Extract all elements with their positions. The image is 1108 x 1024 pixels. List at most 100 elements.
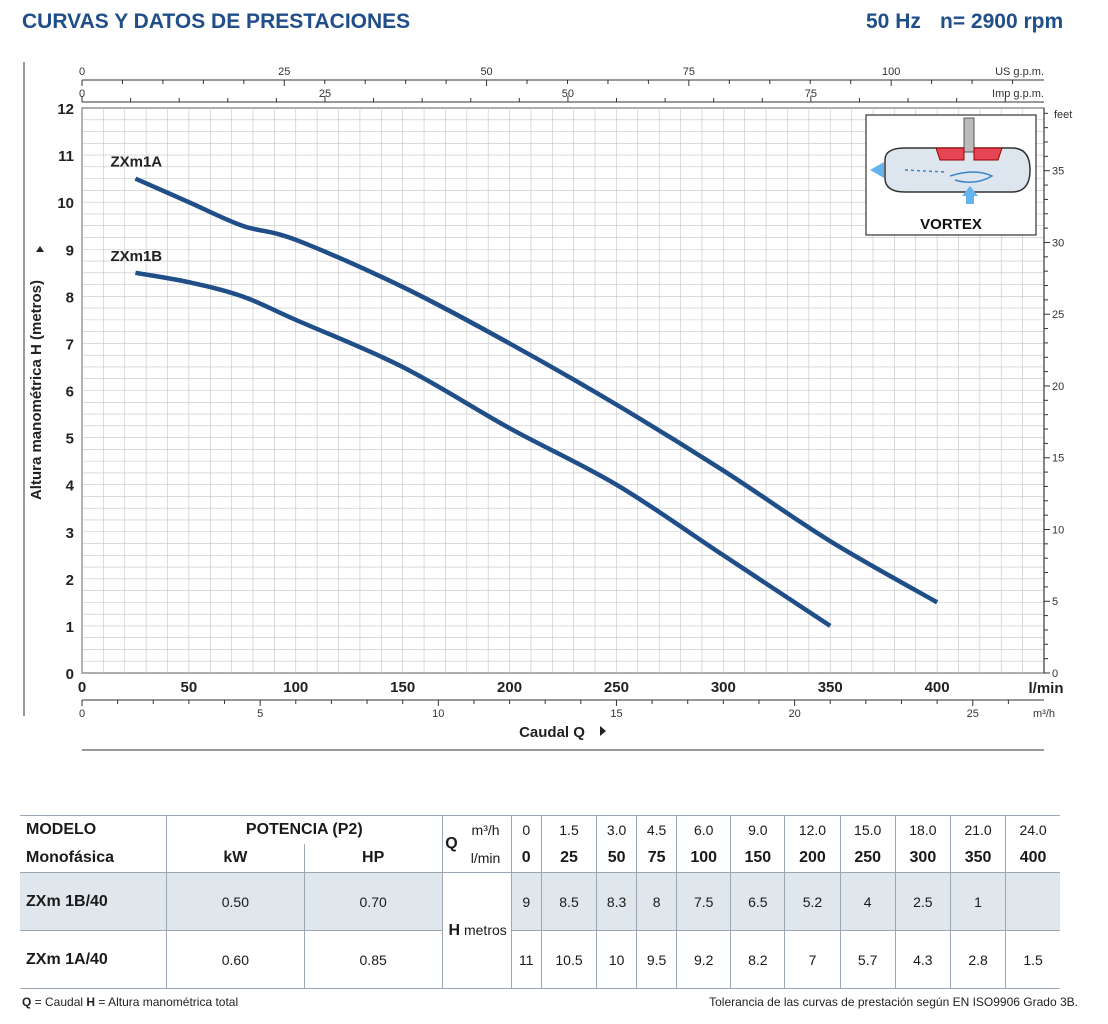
- y-tick-label: 0: [66, 666, 74, 683]
- y-tick-label: 8: [66, 289, 74, 306]
- model-name: ZXm 1A/40: [26, 950, 108, 968]
- us-gpm-unit: US g.p.m.: [995, 66, 1044, 78]
- header-monofasica: Monofásica: [26, 849, 115, 866]
- m3h-tick-label: 5: [257, 708, 263, 720]
- x-tick-label: 0: [78, 679, 86, 696]
- series-label-zxm1a: ZXm1A: [110, 154, 162, 171]
- q-m3h-cell: 6.0: [676, 815, 731, 844]
- footer-h: H: [86, 995, 96, 1009]
- h-cell: 5.7: [839, 930, 896, 989]
- y-arrow-icon: [36, 246, 44, 252]
- performance-table: MODELO POTENCIA (P2) Q m³/h 0 1.5 3.0 4.…: [20, 815, 1060, 989]
- q-m3h-cell: 9.0: [730, 815, 785, 844]
- q-lmin-cell: 150: [730, 844, 785, 873]
- h-cell: 6.5: [730, 872, 785, 931]
- us-gpm-tick-label: 50: [480, 66, 492, 78]
- model-name: ZXm 1B/40: [20, 872, 167, 931]
- rpm-label: n= 2900 rpm: [940, 10, 1064, 33]
- h-cell: 8.2: [730, 930, 785, 989]
- hp-value: 0.70: [303, 872, 443, 931]
- q-lmin-cell: 75: [636, 844, 677, 873]
- feet-tick-label: 5: [1052, 596, 1058, 608]
- kw-value: 0.60: [166, 930, 305, 989]
- x-tick-label: 400: [925, 679, 950, 696]
- series-line-zxm1a: [134, 176, 939, 605]
- q-lmin-cell: 400: [1005, 844, 1060, 873]
- m3h-tick-label: 20: [788, 708, 800, 720]
- y-tick-label: 2: [66, 572, 74, 589]
- h-cell: 8: [636, 872, 677, 931]
- performance-chart: Altura manométrica H (metros) Caudal Q 0 5…: [23, 62, 1072, 751]
- footer-legend: Q = Caudal H = Altura manométrica total: [22, 995, 238, 1009]
- q-m3h-cell: 3.0: [596, 815, 637, 844]
- feet-tick-label: 35: [1052, 166, 1064, 178]
- chart-curves: ZXm1A ZXm1B: [110, 154, 939, 628]
- series-label-zxm1b: ZXm1B: [110, 248, 162, 265]
- y-tick-label: 3: [66, 525, 74, 542]
- y-tick-label: 10: [57, 195, 74, 212]
- us-gpm-tick-label: 0: [79, 66, 85, 78]
- q-lmin-cell: 50: [596, 844, 637, 873]
- h-cell: 1: [949, 872, 1006, 931]
- series-line-zxm1b: [135, 270, 832, 628]
- h-cell: 10: [596, 930, 637, 989]
- imp-gpm-tick-label: 25: [319, 88, 331, 100]
- frequency-label: 50 Hz: [866, 10, 921, 33]
- us-gpm-tick-label: 25: [278, 66, 290, 78]
- y-tick-label: 12: [57, 101, 74, 118]
- x-tick-label: 300: [711, 679, 736, 696]
- h-cell: 1.5: [1005, 930, 1060, 989]
- kw-value: 0.50: [166, 872, 305, 931]
- feet-tick-label: 25: [1052, 309, 1064, 321]
- m3h-tick-label: 0: [79, 708, 85, 720]
- y-tick-label: 11: [58, 148, 74, 165]
- us-gpm-tick-label: 100: [882, 66, 900, 78]
- q-m3h-cell: 1.5: [540, 815, 597, 844]
- footer-tolerance: Tolerancia de las curvas de prestación s…: [709, 995, 1078, 1009]
- x-arrow-icon: [600, 726, 606, 736]
- h-cell: 9.2: [676, 930, 731, 989]
- q-m3h-cell: 18.0: [894, 815, 951, 844]
- x-tick-label: 200: [497, 679, 522, 696]
- q-lmin-cell: 350: [949, 844, 1006, 873]
- h-cell: 10.5: [540, 930, 597, 989]
- page-title: CURVAS Y DATOS DE PRESTACIONES: [22, 10, 411, 33]
- inset-label: VORTEX: [920, 216, 982, 233]
- header-potencia: POTENCIA (P2): [166, 815, 443, 844]
- feet-tick-label: 10: [1052, 524, 1064, 536]
- h-cell: 4.3: [894, 930, 951, 989]
- h-cell: [1005, 872, 1060, 931]
- feet-tick-label: 15: [1052, 453, 1064, 465]
- h-cell: 5.2: [784, 872, 841, 931]
- h-cell: 8.3: [596, 872, 637, 931]
- imp-gpm-tick-label: 50: [562, 88, 574, 100]
- header-m3h: m³/h: [471, 822, 500, 838]
- y-tick-label: 4: [66, 478, 75, 495]
- feet-tick-label: 0: [1052, 668, 1058, 680]
- x-tick-label: 50: [181, 679, 198, 696]
- x-tick-label: 250: [604, 679, 629, 696]
- x-tick-label: 150: [390, 679, 415, 696]
- y-tick-label: 1: [66, 619, 74, 636]
- m3h-tick-label: 15: [610, 708, 622, 720]
- x-tick-label: 350: [818, 679, 843, 696]
- h-cell: 7: [784, 930, 841, 989]
- y-tick-label: 9: [66, 242, 74, 259]
- q-m3h-cell: 24.0: [1005, 815, 1060, 844]
- us-gpm-tick-label: 75: [683, 66, 695, 78]
- chart-ticks: 0 50 100 150 200 250 300 350 400 l/min01234567891…: [57, 66, 1072, 720]
- q-lmin-cell: 100: [676, 844, 731, 873]
- footer-q: Q: [22, 995, 32, 1009]
- q-lmin-cell: 0: [510, 844, 542, 873]
- h-cell: 9.5: [636, 930, 677, 989]
- vortex-inset: VORTEX: [865, 114, 1037, 236]
- m3h-tick-label: 25: [967, 708, 979, 720]
- q-m3h-cell: 21.0: [949, 815, 1006, 844]
- y-axis-label: Altura manométrica H (metros): [28, 280, 45, 500]
- x-axis-label: Caudal Q: [519, 724, 585, 741]
- x-unit-label: l/min: [1028, 680, 1063, 697]
- header-q: Q: [441, 815, 461, 873]
- imp-gpm-tick-label: 0: [79, 88, 85, 100]
- header-kw: kW: [166, 844, 305, 873]
- q-m3h-cell: 12.0: [784, 815, 841, 844]
